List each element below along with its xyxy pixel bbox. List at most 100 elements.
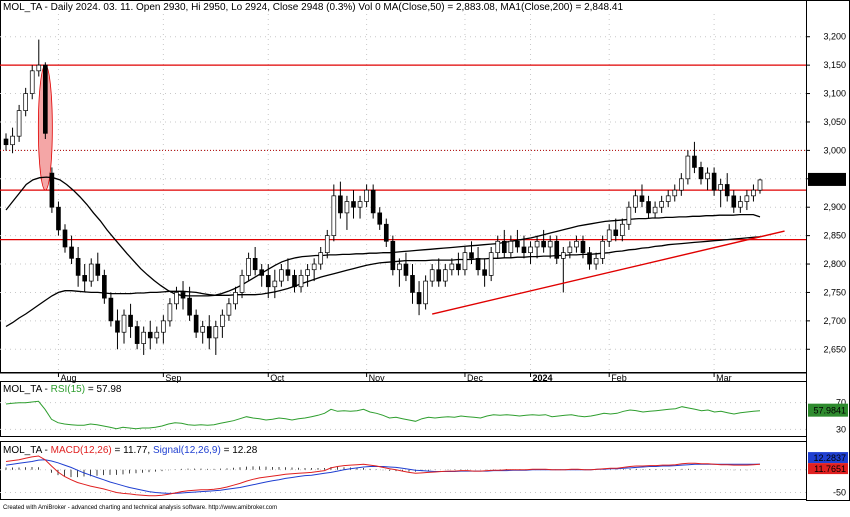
- candle: [331, 184, 337, 242]
- candle: [744, 190, 750, 211]
- candle: [482, 258, 487, 287]
- candle-body: [560, 252, 566, 259]
- candle: [246, 252, 251, 282]
- candle: [731, 190, 737, 213]
- signal-header-value: = 12.28: [221, 445, 258, 456]
- candle-body: [665, 195, 671, 202]
- candle-body: [318, 252, 324, 265]
- candle: [672, 184, 678, 202]
- candle: [95, 252, 101, 282]
- candle-body: [180, 292, 186, 299]
- ma50-line: [5, 236, 761, 328]
- candle: [757, 178, 763, 194]
- candle: [121, 309, 127, 344]
- rsi-value-tag: [808, 403, 848, 417]
- candle: [705, 167, 710, 191]
- rsi-header: MOL_TA - RSI(15) = 57.98: [3, 384, 122, 395]
- candle-body: [501, 240, 507, 254]
- candle: [534, 235, 540, 259]
- candle: [167, 298, 173, 327]
- candle-body: [69, 246, 74, 259]
- candle-body: [757, 179, 763, 191]
- candle-body: [711, 172, 717, 191]
- price-tick-label: 3,100: [823, 89, 846, 99]
- candle: [108, 292, 114, 327]
- signal-value-tag: [808, 452, 848, 464]
- candle: [344, 195, 350, 230]
- candle: [82, 264, 87, 293]
- candle-body: [659, 201, 664, 208]
- candle-body: [751, 189, 756, 197]
- candle-body: [298, 275, 304, 288]
- candle: [147, 320, 153, 350]
- candle-body: [56, 206, 61, 231]
- candle-body: [547, 240, 553, 248]
- candle-body: [43, 64, 48, 134]
- candle: [23, 87, 28, 117]
- last-price-tag: [808, 172, 846, 186]
- candle-body: [141, 331, 147, 344]
- candle-body: [436, 269, 442, 282]
- candle-body: [213, 326, 219, 339]
- candle: [397, 258, 402, 287]
- candle: [416, 281, 422, 316]
- candle-body: [62, 229, 68, 248]
- candle-body: [29, 70, 35, 94]
- candle: [554, 235, 560, 265]
- candle-body: [338, 195, 343, 214]
- candle: [29, 65, 35, 100]
- candle: [311, 258, 317, 282]
- candle-body: [220, 314, 225, 327]
- date-tick-label: Dec: [467, 373, 484, 383]
- price-tick-label: 3,050: [823, 117, 846, 127]
- signal-header-label: Signal(12,26,9): [153, 445, 221, 456]
- candle: [298, 269, 304, 293]
- candle: [403, 252, 409, 282]
- candle-body: [475, 257, 481, 271]
- candle: [436, 258, 442, 287]
- candle: [685, 150, 691, 185]
- candle: [3, 133, 9, 151]
- price-tick-label: 3,200: [823, 32, 846, 42]
- candle-body: [738, 201, 743, 208]
- date-tick-label: Aug: [60, 373, 76, 383]
- candle-body: [416, 292, 422, 305]
- candle: [698, 161, 704, 185]
- rsi-pane: 70 30 57.9841: [0, 398, 848, 434]
- rsi-tick-label: 30: [836, 424, 846, 434]
- date-tick-label: Feb: [611, 373, 627, 383]
- price-pane-frame: [0, 0, 807, 373]
- candle-body: [554, 240, 560, 259]
- candle-body: [351, 201, 356, 208]
- candle: [49, 167, 55, 213]
- candle: [265, 264, 271, 299]
- price-tick-label: 2,850: [823, 231, 846, 241]
- candle: [351, 190, 356, 219]
- date-tick-label: Sep: [165, 373, 181, 383]
- candle-body: [331, 195, 337, 236]
- price-grid: [0, 14, 806, 372]
- candle: [619, 218, 625, 242]
- macd-line: [5, 455, 761, 497]
- price-tick-label: 2,750: [823, 287, 846, 297]
- candle-body: [265, 275, 271, 288]
- rsi-tick-label: 70: [836, 398, 846, 408]
- candle: [606, 224, 612, 247]
- candle: [659, 195, 664, 213]
- candle: [370, 184, 376, 219]
- price-tick-label: 2,650: [823, 344, 846, 354]
- candle: [488, 246, 494, 282]
- candle: [501, 229, 507, 259]
- candle: [456, 252, 461, 276]
- candle-body: [134, 326, 140, 344]
- credit-text: Created with AmiBroker - advanced charti…: [3, 505, 277, 511]
- candle: [639, 184, 645, 208]
- candle-body: [115, 320, 120, 333]
- candle-body: [95, 263, 101, 276]
- candle: [213, 320, 219, 355]
- date-tick-label: Mar: [716, 373, 732, 383]
- candle: [141, 326, 147, 355]
- candle: [239, 269, 245, 299]
- candle-body: [364, 189, 369, 202]
